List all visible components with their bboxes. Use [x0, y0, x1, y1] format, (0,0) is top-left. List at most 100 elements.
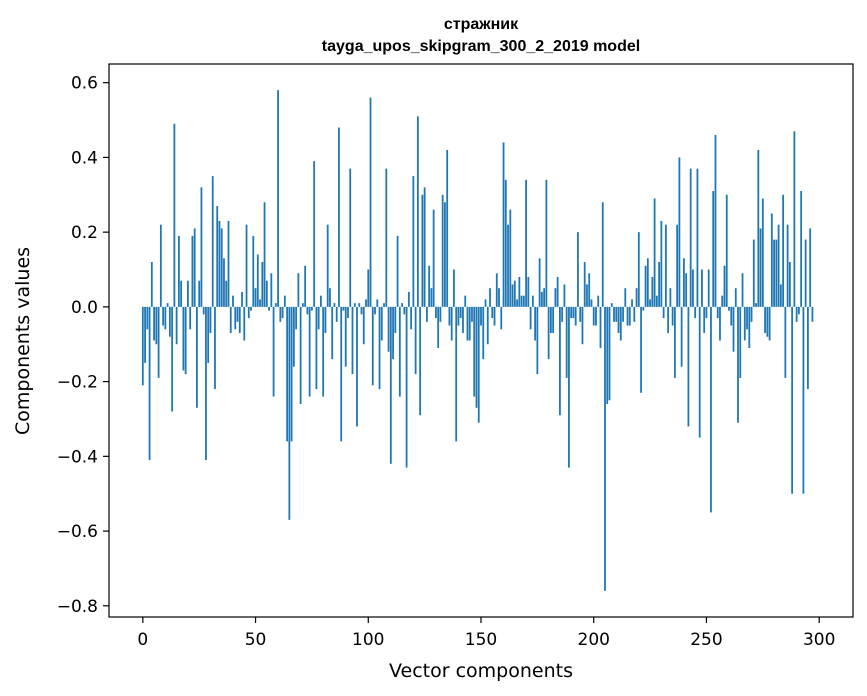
bar-276 — [764, 306, 766, 334]
bar-145 — [468, 306, 471, 341]
bar-183 — [554, 288, 557, 307]
bar-188 — [565, 306, 568, 378]
bar-187 — [563, 284, 566, 307]
bar-268 — [746, 306, 748, 330]
y-tick-label-5: 0.2 — [71, 223, 98, 243]
bar-50 — [254, 288, 257, 307]
bar-101 — [369, 97, 372, 307]
bar-80 — [322, 306, 325, 397]
bar-184 — [556, 276, 559, 307]
bar-21 — [189, 306, 192, 330]
bar-271 — [752, 239, 755, 307]
bar-287 — [788, 262, 791, 307]
bar-243 — [689, 168, 692, 307]
bar-269 — [748, 306, 751, 348]
bar-75 — [311, 306, 313, 311]
bar-239 — [680, 306, 683, 367]
bar-282 — [777, 224, 780, 307]
bar-254 — [714, 134, 717, 307]
bar-159 — [500, 306, 503, 330]
bar-86 — [335, 306, 338, 322]
bar-89 — [342, 306, 345, 311]
bar-242 — [687, 306, 690, 427]
bar-19 — [184, 306, 187, 375]
y-tick-label-3: −0.2 — [57, 373, 98, 393]
bar-58 — [272, 306, 275, 397]
bar-43 — [238, 306, 241, 334]
bar-90 — [344, 306, 347, 367]
bar-129 — [432, 209, 435, 307]
bar-14 — [173, 123, 176, 307]
bar-138 — [453, 269, 455, 307]
bar-199 — [590, 299, 593, 307]
bar-152 — [484, 299, 487, 307]
bar-3 — [148, 306, 151, 461]
bar-131 — [437, 306, 440, 348]
x-axis-label: Vector components — [389, 660, 573, 682]
bar-0 — [141, 306, 144, 386]
bar-289 — [793, 131, 796, 307]
bar-125 — [423, 187, 426, 307]
bar-201 — [595, 306, 597, 326]
y-axis-label: Components values — [12, 247, 34, 435]
bar-70 — [299, 306, 302, 405]
bar-186 — [561, 306, 564, 322]
bar-142 — [462, 306, 464, 334]
bar-227 — [653, 198, 656, 307]
bar-221 — [640, 306, 642, 393]
bar-151 — [482, 306, 485, 360]
bar-177 — [540, 291, 543, 307]
bar-40 — [232, 295, 234, 307]
bar-107 — [383, 303, 385, 307]
bar-260 — [728, 306, 730, 311]
bar-111 — [392, 306, 394, 360]
bar-274 — [759, 228, 762, 307]
bar-121 — [414, 306, 417, 375]
bar-272 — [755, 303, 757, 307]
bar-160 — [502, 142, 505, 307]
bar-285 — [784, 306, 787, 378]
bar-198 — [588, 273, 591, 307]
bar-170 — [525, 179, 527, 307]
bar-37 — [225, 280, 228, 307]
bar-261 — [730, 306, 733, 326]
bar-71 — [301, 303, 304, 307]
bar-280 — [773, 239, 775, 307]
bar-45 — [243, 306, 246, 341]
bar-157 — [495, 273, 498, 307]
bar-46 — [245, 224, 248, 307]
bar-225 — [649, 299, 651, 307]
bar-267 — [743, 306, 746, 341]
bar-291 — [797, 306, 800, 315]
bar-28 — [205, 306, 207, 461]
bar-10 — [164, 306, 167, 330]
bar-297 — [811, 306, 814, 322]
bar-278 — [768, 306, 771, 341]
bar-124 — [421, 194, 424, 307]
bar-24 — [196, 306, 198, 408]
bar-241 — [685, 273, 688, 307]
bar-293 — [802, 306, 805, 494]
y-tick-label-7: 0.6 — [71, 74, 98, 94]
chart-title: стражник — [444, 16, 519, 33]
bar-2 — [146, 306, 149, 330]
bar-147 — [473, 306, 476, 397]
bar-222 — [642, 306, 645, 311]
bar-203 — [599, 306, 602, 348]
bar-38 — [227, 220, 230, 307]
bar-161 — [504, 179, 507, 307]
bar-82 — [326, 224, 329, 307]
bar-238 — [678, 157, 681, 307]
bar-240 — [683, 258, 685, 307]
bar-217 — [631, 299, 633, 307]
bar-34 — [218, 220, 221, 307]
bar-249 — [703, 306, 706, 334]
bar-55 — [265, 280, 268, 307]
bar-224 — [646, 258, 649, 307]
bar-174 — [534, 306, 537, 341]
y-tick-label-1: −0.6 — [57, 522, 98, 542]
bar-158 — [498, 288, 500, 307]
bar-179 — [545, 179, 548, 307]
bar-284 — [782, 194, 785, 307]
bar-18 — [182, 306, 185, 371]
